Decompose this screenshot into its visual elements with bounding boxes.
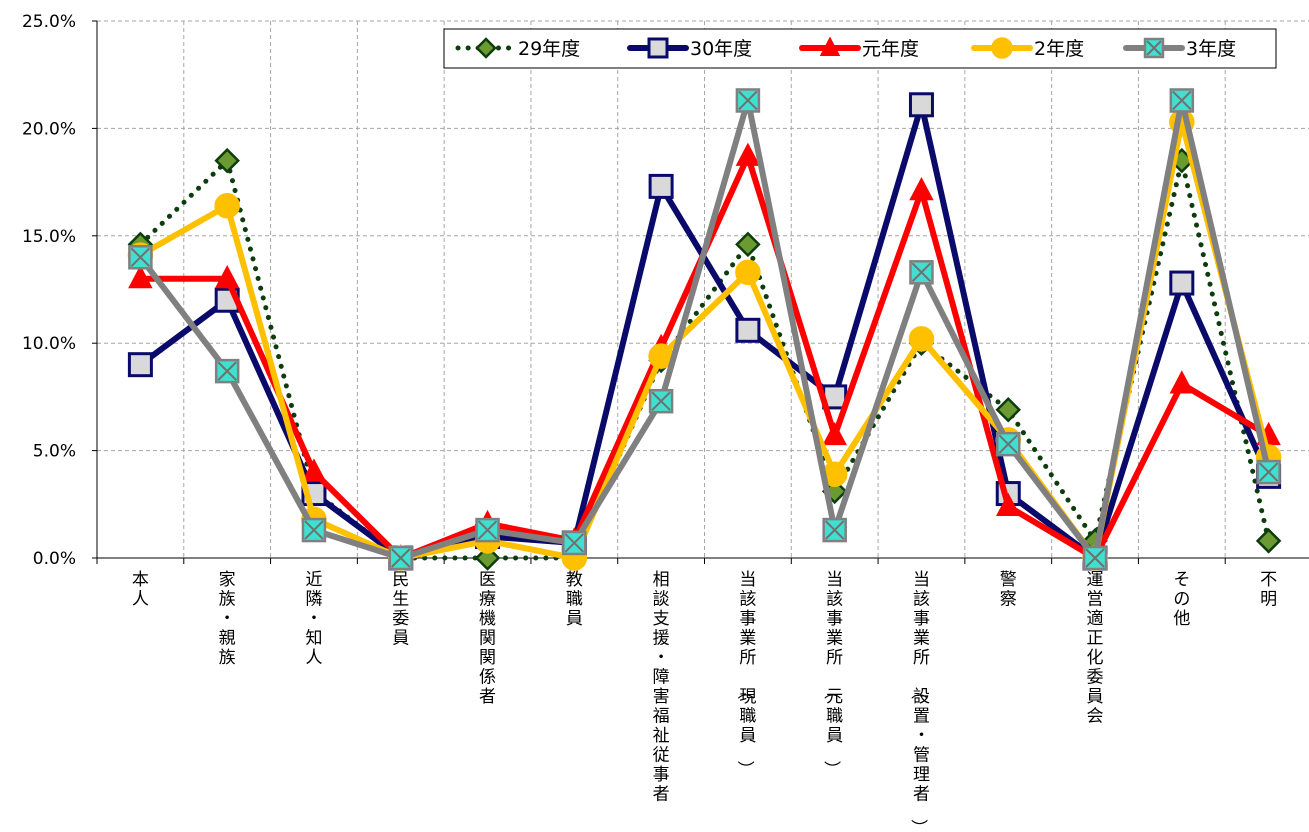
data-point [214, 192, 240, 219]
data-point [388, 545, 413, 571]
series-line [137, 158, 1272, 561]
data-point [214, 265, 240, 289]
data-point [908, 326, 935, 352]
data-point [128, 265, 153, 289]
x-category-label: 当該事業所（元職員） [821, 570, 843, 778]
marker-cross [651, 391, 671, 411]
y-tick-label: 20.0% [22, 119, 76, 139]
legend-box [443, 28, 1277, 69]
legend-item: 3年度 [1123, 37, 1236, 60]
series-3年度 [128, 88, 1281, 571]
marker-cross [911, 262, 932, 283]
legend-marker [991, 37, 1013, 59]
x-category-label: 教職員 [566, 570, 583, 629]
marker-cross [1172, 90, 1192, 111]
x-category-label: その他 [1173, 570, 1190, 629]
x-category-label: 近隣・知人 [305, 570, 322, 668]
data-point [822, 421, 847, 446]
marker-cross [1085, 548, 1105, 568]
marker-cross [824, 520, 845, 540]
marker-cross [130, 247, 151, 267]
data-point [214, 358, 240, 384]
marker-cross [477, 520, 498, 540]
data-point [301, 458, 327, 482]
marker-cross [391, 548, 411, 568]
x-category-label: 当該事業所（現職員） [734, 570, 756, 778]
legend-marker [819, 36, 841, 56]
y-axis-tick-labels: 0.0% 5.0% 10.0% 15.0% 20.0% 25.0% [22, 12, 76, 569]
x-category-label: 不明 [1260, 570, 1277, 610]
data-point [995, 397, 1022, 423]
legend-label: 3年度 [1186, 38, 1236, 60]
x-category-label: 医療機関関係者 [479, 570, 496, 707]
y-tick-label: 10.0% [22, 334, 76, 354]
marker-cross [304, 520, 324, 540]
legend-item: 2年度 [971, 37, 1084, 60]
marker-cross [1146, 40, 1162, 56]
data-point [128, 245, 153, 270]
data-point [127, 352, 153, 378]
axes [92, 20, 1309, 564]
x-category-label: 家族・親族 [219, 570, 236, 668]
data-point [648, 173, 674, 199]
legend-marker [647, 37, 669, 59]
legend-label: 29年度 [518, 38, 580, 60]
x-axis-category-labels: 本人 家族・親族 近隣・知人 民生委員 医療機関関係者 教職員 相談支援・障害福祉従事者 当該… [132, 570, 1277, 832]
legend-label: 元年度 [862, 38, 919, 60]
y-tick-label: 0.0% [33, 549, 76, 569]
legend-label: 30年度 [690, 38, 752, 60]
data-point [996, 431, 1021, 457]
marker-cross [738, 90, 758, 111]
data-point [735, 88, 761, 113]
marker-cross [564, 533, 585, 553]
data-point [735, 231, 761, 258]
data-point [735, 317, 761, 343]
legend-item: 29年度 [455, 37, 580, 60]
x-category-label: 本人 [132, 570, 149, 610]
series-group [127, 88, 1282, 571]
data-point [648, 388, 674, 414]
data-point [475, 517, 500, 543]
data-point [735, 142, 761, 166]
legend-item: 30年度 [627, 37, 752, 60]
grid-lines [97, 20, 1309, 558]
marker-cross [1258, 462, 1279, 482]
data-point [214, 147, 240, 174]
data-point [1082, 545, 1108, 571]
data-point [1255, 528, 1282, 554]
legend-marker [475, 37, 497, 59]
legend-label: 2年度 [1034, 38, 1084, 60]
y-tick-label: 25.0% [22, 12, 76, 32]
data-point [735, 259, 761, 286]
x-category-label: 運営適正化委員会 [1087, 570, 1104, 727]
data-point [909, 260, 934, 285]
data-point [909, 176, 934, 201]
data-point [996, 492, 1021, 516]
data-point [562, 530, 587, 556]
data-point [1169, 88, 1195, 113]
y-tick-label: 5.0% [33, 442, 76, 462]
y-tick-label: 15.0% [22, 227, 76, 247]
series-line [137, 97, 1272, 561]
data-point [1169, 270, 1195, 296]
x-category-label: 民生委員 [392, 570, 409, 649]
legend-marker [1143, 37, 1165, 59]
data-point [1256, 459, 1281, 485]
x-category-label: 当該事業所（設置・管理者） [908, 570, 930, 832]
marker-cross [998, 434, 1018, 454]
x-category-label: 相談支援・障害福祉従事者 [653, 570, 670, 805]
legend: 29年度 30年度 元年度 2年度 3年度 [443, 28, 1277, 69]
legend-item: 元年度 [799, 36, 919, 60]
data-point [908, 92, 934, 118]
data-point [474, 545, 501, 571]
x-category-label: 警察 [1000, 570, 1017, 610]
data-point [1169, 370, 1195, 394]
marker-cross [217, 361, 237, 381]
data-point [822, 517, 847, 543]
data-point [301, 517, 327, 543]
